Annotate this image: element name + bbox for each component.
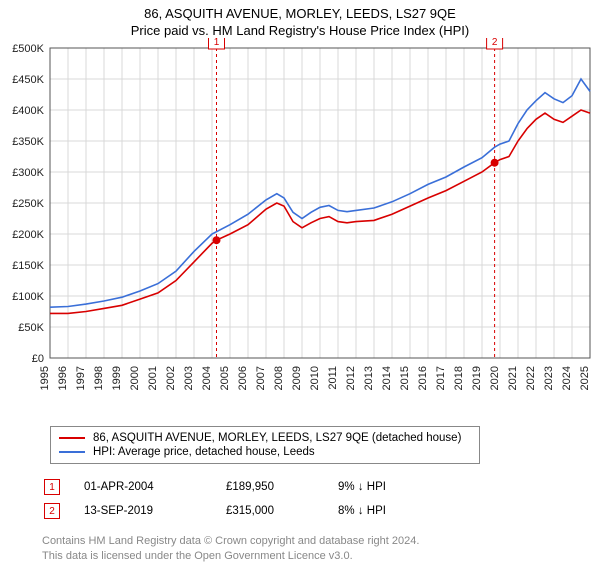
transaction-marker-box: 2 [44, 503, 60, 519]
x-tick-label: 1995 [39, 366, 51, 390]
footer-line2: This data is licensed under the Open Gov… [42, 549, 600, 564]
x-tick-label: 2015 [399, 366, 411, 390]
x-tick-label: 2010 [309, 366, 321, 390]
transaction-row: 2 13-SEP-2019£315,0008% ↓ HPI [44, 500, 396, 522]
transaction-point [491, 159, 499, 167]
x-tick-label: 1996 [57, 366, 69, 390]
marker-label-text: 2 [492, 38, 498, 48]
x-tick-label: 2000 [129, 366, 141, 390]
transaction-hpi-diff: 8% ↓ HPI [338, 500, 396, 522]
x-tick-label: 2013 [363, 366, 375, 390]
x-tick-label: 2017 [435, 366, 447, 390]
footer-line1: Contains HM Land Registry data © Crown c… [42, 534, 600, 549]
x-tick-label: 2018 [453, 366, 465, 390]
x-tick-label: 2020 [489, 366, 501, 390]
x-tick-label: 2004 [201, 366, 213, 390]
chart-titles: 86, ASQUITH AVENUE, MORLEY, LEEDS, LS27 … [0, 0, 600, 38]
x-tick-label: 2001 [147, 366, 159, 390]
y-tick-label: £300K [12, 167, 44, 179]
x-tick-label: 2008 [273, 366, 285, 390]
x-tick-label: 2006 [237, 366, 249, 390]
x-tick-label: 2011 [327, 366, 339, 390]
y-tick-label: £200K [12, 229, 44, 241]
chart-area: £0 £50K £100K £150K £200K £250K £300K £350K £400… [0, 38, 600, 418]
y-tick-label: £150K [12, 260, 44, 272]
x-tick-label: 2021 [507, 366, 519, 390]
price-chart: £0 £50K £100K £150K £200K £250K £300K £350K £400… [0, 38, 600, 418]
y-tick-label: £0 [32, 353, 44, 365]
x-tick-label: 2007 [255, 366, 267, 390]
legend-item: 86, ASQUITH AVENUE, MORLEY, LEEDS, LS27 … [59, 431, 471, 445]
x-tick-label: 1999 [111, 366, 123, 390]
footer-attribution: Contains HM Land Registry data © Crown c… [42, 534, 600, 564]
transaction-marker-box: 1 [44, 479, 60, 495]
transaction-hpi-diff: 9% ↓ HPI [338, 476, 396, 498]
transaction-price: £189,950 [226, 476, 336, 498]
title-subtitle: Price paid vs. HM Land Registry's House … [0, 23, 600, 38]
x-tick-label: 2023 [543, 366, 555, 390]
x-tick-label: 2005 [219, 366, 231, 390]
legend-label: 86, ASQUITH AVENUE, MORLEY, LEEDS, LS27 … [93, 432, 461, 444]
legend-swatch [59, 451, 85, 453]
transaction-price: £315,000 [226, 500, 336, 522]
page-root: 86, ASQUITH AVENUE, MORLEY, LEEDS, LS27 … [0, 0, 600, 564]
y-tick-label: £400K [12, 105, 44, 117]
x-tick-label: 2024 [561, 366, 573, 390]
transactions-table: 1 01-APR-2004£189,9509% ↓ HPI 2 13-SEP-2019… [42, 474, 398, 524]
y-tick-label: £250K [12, 198, 44, 210]
x-tick-label: 2014 [381, 366, 393, 390]
legend-label: HPI: Average price, detached house, Leed… [93, 446, 315, 458]
y-tick-label: £450K [12, 74, 44, 86]
y-tick-label: £350K [12, 136, 44, 148]
x-tick-label: 2009 [291, 366, 303, 390]
x-tick-label: 2016 [417, 366, 429, 390]
x-tick-label: 2025 [579, 366, 591, 390]
transaction-date: 01-APR-2004 [84, 476, 224, 498]
y-tick-label: £50K [18, 322, 44, 334]
transaction-row: 1 01-APR-2004£189,9509% ↓ HPI [44, 476, 396, 498]
y-tick-label: £500K [12, 43, 44, 55]
y-tick-label: £100K [12, 291, 44, 303]
x-tick-label: 2019 [471, 366, 483, 390]
x-tick-label: 2002 [165, 366, 177, 390]
x-tick-label: 1997 [75, 366, 87, 390]
legend-item: HPI: Average price, detached house, Leed… [59, 445, 471, 459]
marker-label-text: 1 [214, 38, 220, 48]
x-tick-label: 2003 [183, 366, 195, 390]
transaction-point [213, 236, 221, 244]
x-tick-label: 2022 [525, 366, 537, 390]
legend: 86, ASQUITH AVENUE, MORLEY, LEEDS, LS27 … [50, 426, 480, 464]
title-address: 86, ASQUITH AVENUE, MORLEY, LEEDS, LS27 … [0, 6, 600, 21]
transaction-date: 13-SEP-2019 [84, 500, 224, 522]
x-tick-label: 1998 [93, 366, 105, 390]
legend-swatch [59, 437, 85, 439]
x-tick-label: 2012 [345, 366, 357, 390]
